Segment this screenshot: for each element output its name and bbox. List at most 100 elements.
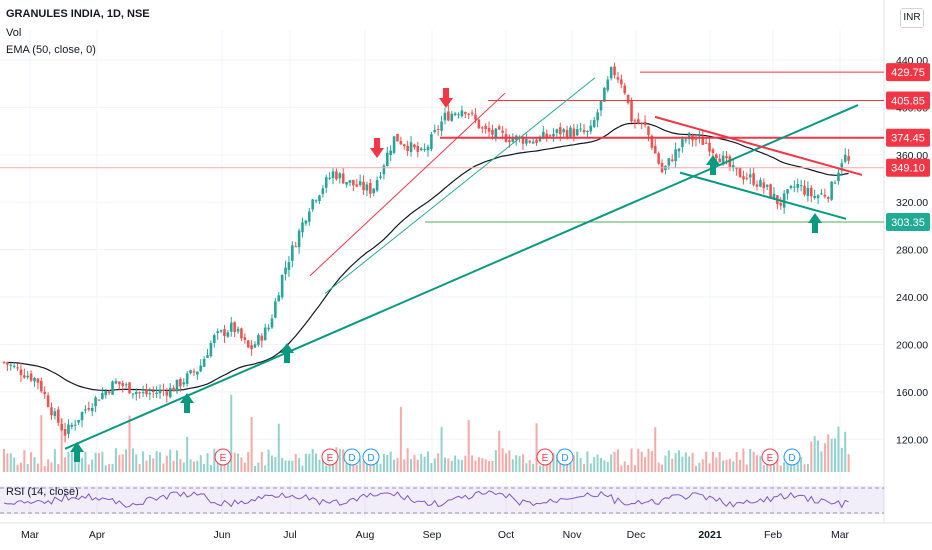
volume-bar xyxy=(26,464,29,472)
candle-body xyxy=(535,139,538,143)
candle-body xyxy=(23,375,26,378)
candle-body xyxy=(789,185,793,188)
volume-bar xyxy=(708,463,711,472)
volume-bar xyxy=(430,463,433,472)
currency-button[interactable]: INR xyxy=(900,8,924,28)
candle-body xyxy=(484,125,487,130)
candle-body xyxy=(206,355,209,358)
candle-body xyxy=(179,379,182,387)
volume-bar xyxy=(633,465,636,472)
volume-bar xyxy=(40,415,43,472)
volume-bar xyxy=(315,453,318,472)
candle-body xyxy=(270,318,274,328)
candle-body xyxy=(165,391,169,396)
candle-body xyxy=(833,182,837,184)
candle-body xyxy=(779,202,783,206)
chart-title: GRANULES INDIA, 1D, NSE xyxy=(6,8,150,20)
volume-bar xyxy=(498,430,501,472)
volume-bar xyxy=(725,459,728,472)
volume-bar xyxy=(606,461,609,472)
candle-body xyxy=(134,391,138,395)
volume-bar xyxy=(172,460,175,472)
volume-bar xyxy=(610,454,613,472)
volume-bar xyxy=(800,457,803,472)
candle-body xyxy=(192,371,196,373)
volume-bar xyxy=(538,465,541,472)
candle-body xyxy=(755,184,759,187)
volume-bar xyxy=(464,455,467,472)
volume-bar xyxy=(50,462,53,472)
volume-bar xyxy=(23,450,26,472)
volume-bar xyxy=(661,464,664,472)
candle-body xyxy=(151,390,155,393)
volume-bar xyxy=(196,460,199,472)
volume-bar xyxy=(342,449,345,472)
candle-body xyxy=(240,328,243,339)
down-arrow xyxy=(439,88,453,108)
candle-body xyxy=(647,126,650,136)
candle-body xyxy=(50,407,53,416)
volume-bar xyxy=(199,455,202,472)
volume-bar xyxy=(745,464,748,472)
price-label-text: 303.35 xyxy=(891,217,925,229)
candle-body xyxy=(657,153,660,164)
candle-body xyxy=(565,129,569,138)
up-arrow xyxy=(808,213,822,233)
volume-bar xyxy=(427,451,429,472)
volume-bar xyxy=(220,464,223,472)
volume-bar xyxy=(779,465,782,472)
volume-bar xyxy=(488,461,491,472)
candle-body xyxy=(331,171,335,179)
candle-body xyxy=(104,390,108,396)
candle-body xyxy=(582,129,586,133)
candle-body xyxy=(402,144,406,147)
candle-body xyxy=(56,409,60,423)
volume-bar xyxy=(847,454,850,472)
candle-body xyxy=(609,67,613,79)
price-label: 405.85 xyxy=(886,91,930,110)
candle-body xyxy=(667,158,671,166)
candle-body xyxy=(369,183,372,194)
volume-bar xyxy=(13,457,16,472)
candle-body xyxy=(626,94,630,103)
candle-body xyxy=(202,358,206,367)
candle-body xyxy=(196,371,199,375)
volume-bar xyxy=(148,455,151,472)
volume-bar xyxy=(759,456,762,472)
y-tick-label: 240.00 xyxy=(896,292,928,304)
candle-body xyxy=(742,176,745,180)
candle-body xyxy=(677,148,681,152)
volume-bar xyxy=(108,463,111,472)
candle-body xyxy=(236,328,240,332)
candle-body xyxy=(101,393,104,399)
candle-body xyxy=(287,262,291,270)
volume-bar xyxy=(596,454,599,472)
volume-bar xyxy=(837,426,840,472)
volume-bar xyxy=(250,417,253,472)
candle-body xyxy=(362,181,365,191)
candle-body xyxy=(29,373,33,381)
volume-bar xyxy=(114,448,117,472)
volume-bar xyxy=(813,436,816,472)
candle-body xyxy=(40,380,43,392)
candle-body xyxy=(430,134,433,150)
volume-bar xyxy=(345,458,348,472)
candle-body xyxy=(633,120,637,122)
candle-body xyxy=(830,181,833,200)
candle-body xyxy=(280,275,284,298)
volume-bar xyxy=(796,457,799,472)
candle-body xyxy=(487,127,491,132)
candle-body xyxy=(345,181,348,185)
candle-body xyxy=(199,365,203,372)
volume-bar xyxy=(101,451,104,472)
volume-bar xyxy=(705,451,708,472)
volume-bar xyxy=(321,458,324,472)
volume-bar xyxy=(739,459,742,472)
candle-body xyxy=(575,129,579,136)
up-arrow xyxy=(280,343,294,363)
candle-body xyxy=(413,144,416,148)
volume-bar xyxy=(355,464,358,472)
volume-bar xyxy=(742,448,745,472)
candle-body xyxy=(616,77,620,80)
